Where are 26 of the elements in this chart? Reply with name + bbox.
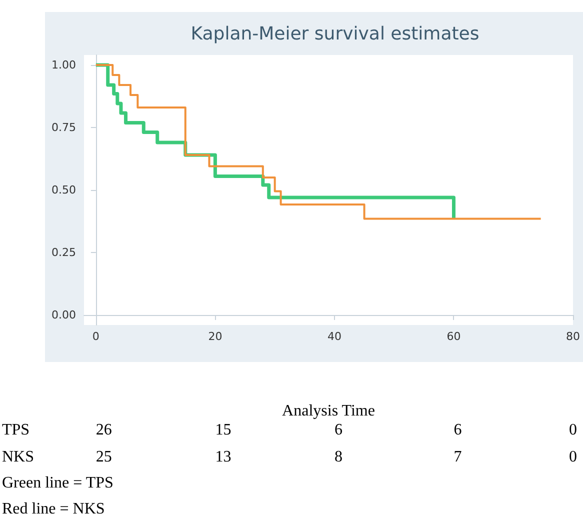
text: 0 [569,422,577,438]
text: 8 [334,448,342,466]
text: 25 [96,448,112,466]
text: 0 [569,448,577,466]
text: Green line = TPS [2,474,114,492]
x-tick-label: 40 [327,330,342,343]
text: Red line = NKS [2,500,105,518]
y-tick-label: 0.00 [52,308,76,322]
text: 6 [334,422,342,438]
y-tick-label: 0.75 [52,121,76,134]
x-tick-label: 0 [92,330,100,343]
text: 15 [215,422,232,438]
text: NKS [2,448,34,466]
text: 7 [454,448,462,466]
x-tick-label: 80 [566,330,580,343]
x-tick-label: 60 [446,330,461,343]
text: 26 [96,422,112,438]
y-tick-label: 0.25 [52,246,76,259]
y-tick-label: 1.00 [52,58,76,72]
x-tick-label: 20 [208,330,222,343]
x-axis-title: Analysis Time [282,402,375,420]
text: 6 [454,422,462,438]
text: TPS [2,422,30,438]
y-tick-label: 0.50 [52,184,76,196]
chart-title: Kaplan-Meier survival estimates [190,24,480,44]
text: 13 [215,448,232,466]
